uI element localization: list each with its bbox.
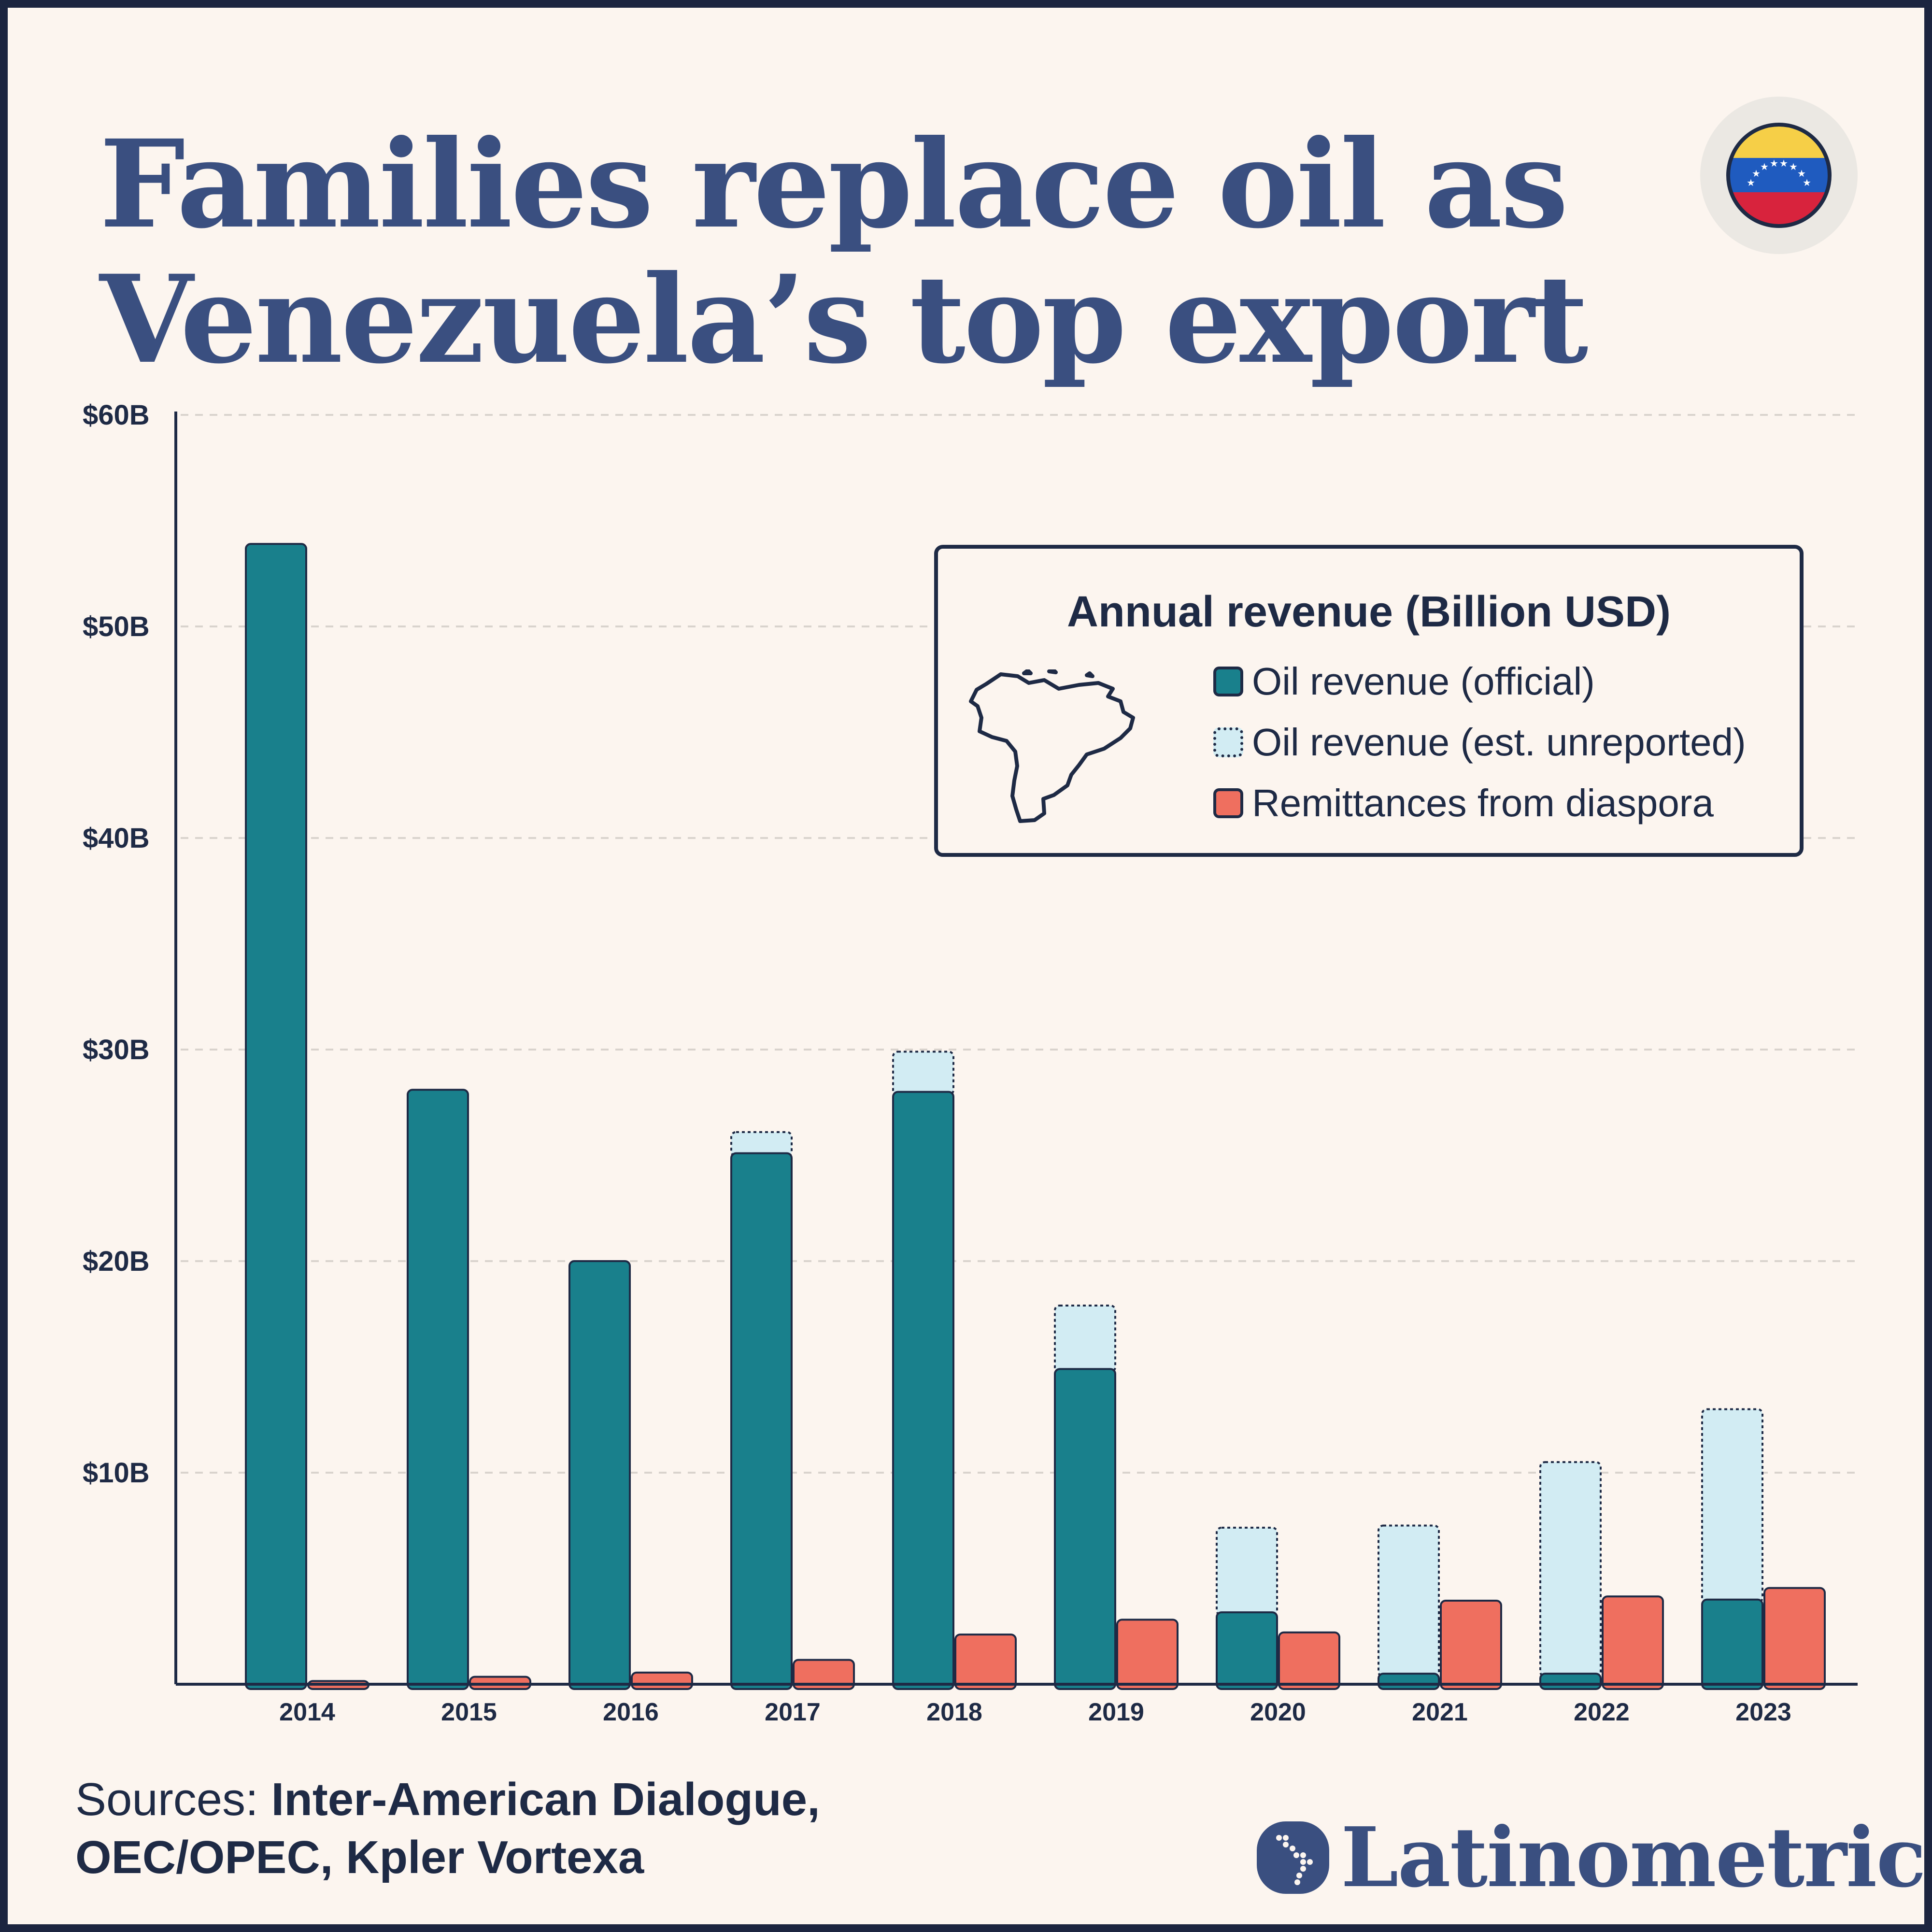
bar-oil-official (568, 1260, 631, 1690)
legend-label-oil-official: Oil revenue (official) (1252, 660, 1595, 703)
y-tick-label: $40B (83, 823, 150, 854)
bar-oil-official (730, 1152, 793, 1690)
bar-oil-official (407, 1089, 469, 1690)
bar-oil-unreported (1216, 1526, 1278, 1617)
bar-oil-unreported (1539, 1461, 1602, 1678)
bar-remittances (1278, 1631, 1340, 1690)
legend-label-remittances: Remittances from diaspora (1252, 781, 1714, 824)
bar-remittances (1602, 1595, 1664, 1690)
x-tick-label: 2015 (441, 1698, 497, 1722)
svg-text:★: ★ (1797, 168, 1806, 179)
y-tick-label: $30B (83, 1034, 150, 1065)
bar-oil-official (1054, 1368, 1116, 1690)
sources-note: Sources: Inter-American Dialogue, OEC/OP… (75, 1771, 820, 1887)
bar-remittances (1116, 1619, 1179, 1690)
x-tick-label: 2017 (765, 1698, 821, 1722)
svg-text:★: ★ (1747, 177, 1755, 188)
x-tick-label: 2016 (603, 1698, 659, 1722)
title-line-1: Families replace oil as (99, 113, 1568, 255)
bar-remittances (1440, 1599, 1502, 1690)
bar-oil-official (245, 543, 307, 1690)
x-tick-label: 2022 (1574, 1698, 1630, 1722)
venezuela-map-icon (969, 669, 1135, 823)
bar-oil-official (1701, 1598, 1763, 1690)
x-tick-label: 2023 (1735, 1698, 1791, 1722)
oil-unreported-swatch (1213, 727, 1243, 757)
title-line-2: Venezuela’s top export (99, 248, 1588, 390)
svg-text:★: ★ (1760, 161, 1769, 172)
bar-oil-official (892, 1091, 954, 1690)
legend-label-oil-unreported: Oil revenue (est. unreported) (1252, 721, 1746, 764)
bar-remittances (631, 1671, 693, 1690)
bar-remittances (954, 1634, 1017, 1690)
svg-text:★: ★ (1752, 168, 1761, 179)
x-tick-label: 2020 (1250, 1698, 1306, 1722)
svg-text:★: ★ (1770, 157, 1778, 169)
latinometrics-logo: Latinometrics (1257, 1809, 1924, 1906)
x-tick-label: 2014 (279, 1698, 335, 1722)
brand-name: Latinometrics (1341, 1809, 1924, 1906)
bar-oil-unreported (892, 1051, 954, 1096)
venezuela-flag-icon: ★ ★ ★ ★ ★ ★ ★ ★ (1700, 97, 1858, 254)
x-tick-label: 2019 (1088, 1698, 1144, 1722)
y-tick-label: $10B (83, 1457, 150, 1489)
svg-text:★: ★ (1779, 157, 1788, 169)
bar-oil-unreported (1701, 1408, 1763, 1604)
remittances-swatch (1213, 788, 1243, 818)
bar-oil-official (1378, 1673, 1440, 1690)
y-tick-label: $50B (83, 611, 150, 642)
svg-text:★: ★ (1789, 161, 1798, 172)
legend-item-remittances: Remittances from diaspora (1213, 781, 1714, 825)
svg-text:★: ★ (1803, 177, 1811, 188)
bar-chart: $10B $20B $30B $40B $50B $60B 2014 2015 2016 2017… (83, 399, 1858, 1722)
legend-title: Annual revenue (Billion USD) (1066, 588, 1671, 636)
x-tick-label: 2018 (926, 1698, 982, 1722)
legend-item-oil-official: Oil revenue (official) (1213, 660, 1595, 703)
sources-line-1: Inter-American Dialogue, (271, 1774, 820, 1825)
latin-america-dots-logo-icon (1257, 1821, 1329, 1894)
chart-title: Families replace oil as Venezuela’s top … (99, 113, 1588, 390)
sources-prefix: Sources: (75, 1774, 271, 1825)
infographic-frame: Families replace oil as Venezuela’s top … (8, 8, 1924, 1924)
sources-line-2: OEC/OPEC, Kpler Vortexa (75, 1832, 644, 1883)
bar-oil-official (1216, 1611, 1278, 1690)
bar-oil-unreported (1054, 1304, 1116, 1373)
y-tick-label: $60B (83, 399, 150, 431)
bar-oil-official (1539, 1673, 1602, 1690)
bar-oil-unreported (1378, 1524, 1440, 1678)
bar-remittances (1763, 1587, 1826, 1690)
legend: Annual revenue (Billion USD) Oil revenue… (934, 545, 1804, 857)
bar-remittances (793, 1659, 855, 1690)
baseline-mask (176, 1685, 195, 1714)
oil-official-swatch (1213, 667, 1243, 696)
y-tick-label: $20B (83, 1246, 150, 1277)
x-tick-label: 2021 (1412, 1698, 1468, 1722)
legend-item-oil-unreported: Oil revenue (est. unreported) (1213, 721, 1746, 764)
